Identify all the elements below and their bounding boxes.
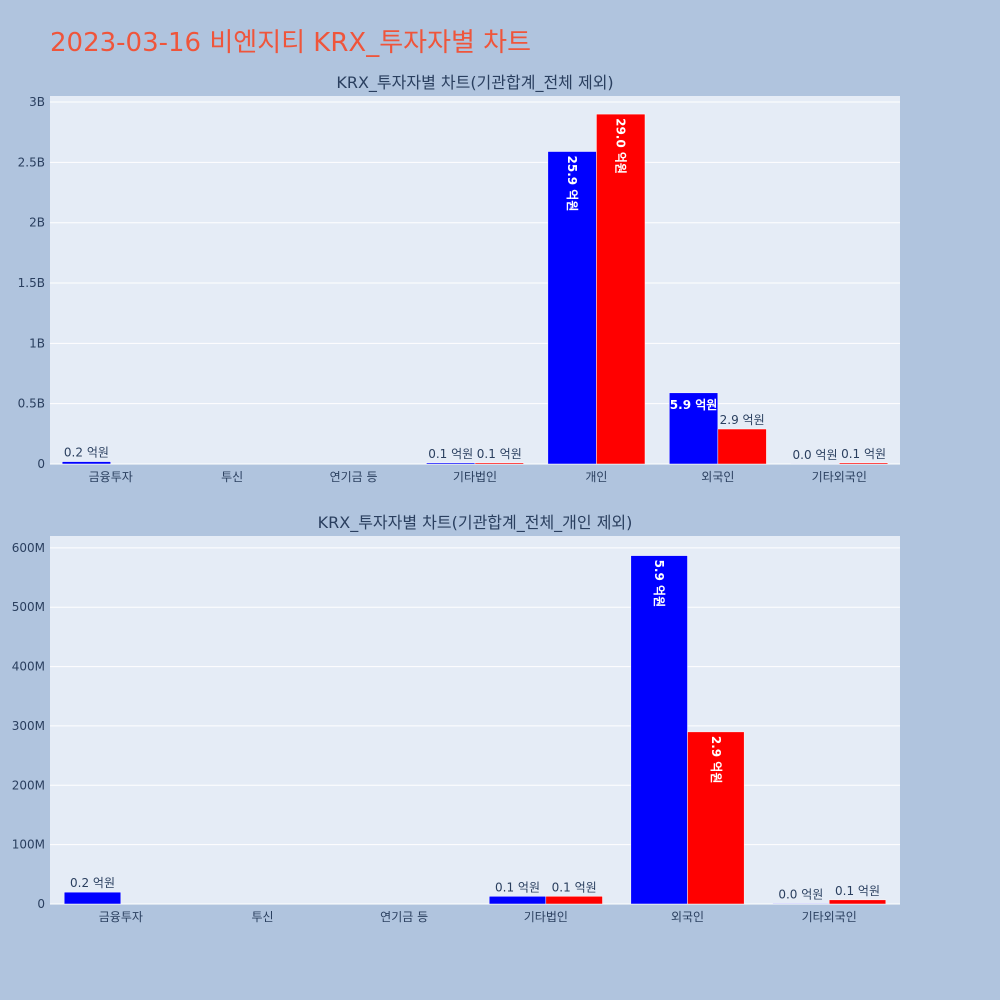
bar[interactable] — [717, 428, 767, 465]
data-label: 0.0 억원 — [778, 887, 823, 901]
x-tick-label: 연기금 등 — [380, 910, 428, 924]
y-tick-label: 2B — [29, 216, 45, 230]
y-tick-label: 2.5B — [18, 155, 45, 169]
x-tick-label: 기타외국인 — [802, 910, 857, 924]
y-tick-label: 500M — [12, 600, 45, 614]
x-tick-label: 금융투자 — [89, 470, 133, 484]
y-tick-label: 200M — [12, 778, 45, 792]
bar[interactable] — [839, 462, 889, 465]
chart-institutions-individuals-excluded: KRX_투자자별 차트(기관합계_전체_개인 제외) 0 100M 200M 300M 4… — [12, 513, 900, 924]
x-tick-label: 외국인 — [701, 470, 734, 484]
x-tick-label: 개인 — [585, 470, 607, 484]
bar[interactable] — [488, 896, 547, 905]
bar[interactable] — [596, 113, 646, 465]
chart-title: KRX_투자자별 차트(기관합계_전체 제외) — [336, 73, 613, 93]
x-tick-label: 투신 — [221, 470, 243, 484]
x-tick-label: 기타외국인 — [812, 470, 867, 484]
data-label: 0.1 억원 — [841, 447, 886, 461]
data-label: 2.9 억원 — [709, 736, 723, 784]
data-label: 5.9 억원 — [652, 560, 666, 608]
y-tick-label: 3B — [29, 95, 45, 109]
plot-area — [50, 96, 900, 464]
x-tick-label: 금융투자 — [99, 910, 143, 924]
y-tick-label: 400M — [12, 660, 45, 674]
x-tick-label: 기타법인 — [524, 910, 568, 924]
y-tick-label: 0 — [37, 457, 45, 471]
y-tick-label: 1B — [29, 336, 45, 350]
bar[interactable] — [772, 903, 830, 905]
bar[interactable] — [426, 462, 476, 465]
x-tick-label: 외국인 — [671, 910, 704, 924]
bar[interactable] — [61, 461, 111, 465]
bar[interactable] — [545, 896, 603, 905]
data-label: 0.2 억원 — [70, 876, 115, 890]
x-tick-label: 투신 — [251, 910, 273, 924]
plot-area — [50, 536, 900, 904]
data-label: 0.2 억원 — [64, 446, 109, 460]
y-tick-label: 300M — [12, 719, 45, 733]
data-label: 2.9 억원 — [720, 413, 765, 427]
data-label: 0.1 억원 — [477, 447, 522, 461]
y-tick-label: 1.5B — [18, 276, 45, 290]
data-label: 0.1 억원 — [552, 880, 597, 894]
y-tick-label: 0.5B — [18, 397, 45, 411]
page-title: 2023-03-16 비엔지티 KRX_투자자별 차트 — [50, 28, 532, 58]
y-tick-label: 0 — [37, 897, 45, 911]
data-label: 0.0 억원 — [793, 448, 838, 462]
chart-institutions-excluded: KRX_투자자별 차트(기관합계_전체 제외) 0 0.5B 1B 1.5B 2B 2.5B… — [18, 73, 900, 484]
chart-title: KRX_투자자별 차트(기관합계_전체_개인 제외) — [318, 513, 633, 533]
data-label: 0.1 억원 — [428, 447, 473, 461]
data-label: 5.9 억원 — [670, 398, 718, 412]
x-tick-label: 연기금 등 — [330, 470, 378, 484]
data-label: 25.9 억원 — [565, 156, 579, 212]
x-tick-label: 기타법인 — [453, 470, 497, 484]
bar[interactable] — [687, 731, 745, 905]
bar[interactable] — [547, 151, 597, 465]
data-label: 29.0 억원 — [614, 118, 628, 174]
bar[interactable] — [63, 891, 122, 905]
bar[interactable] — [630, 555, 688, 905]
bar[interactable] — [474, 462, 524, 465]
data-label: 0.1 억원 — [835, 884, 880, 898]
y-tick-label: 600M — [12, 541, 45, 555]
y-tick-label: 100M — [12, 838, 45, 852]
data-label: 0.1 억원 — [495, 880, 540, 894]
bar[interactable] — [669, 392, 719, 465]
bar[interactable] — [828, 899, 887, 905]
